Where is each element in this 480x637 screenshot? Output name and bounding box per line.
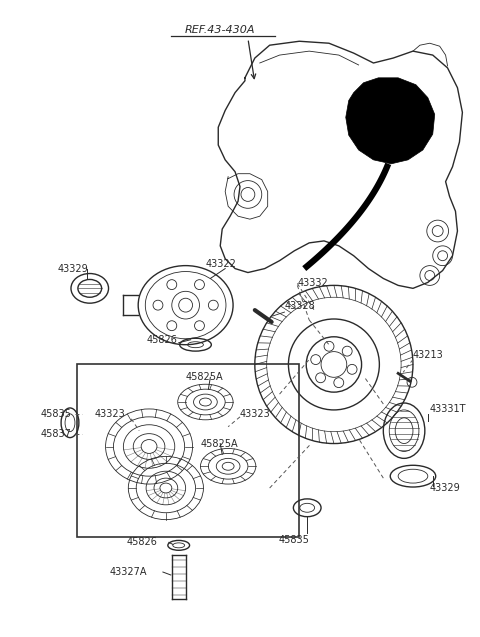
Text: 43213: 43213 (413, 350, 444, 359)
Text: 43323: 43323 (240, 409, 271, 419)
Text: 43329: 43329 (430, 483, 460, 493)
Text: 43331T: 43331T (430, 404, 466, 414)
Text: 43332: 43332 (297, 278, 328, 289)
Text: 43328: 43328 (285, 301, 315, 311)
Text: 45826: 45826 (126, 538, 157, 547)
Text: REF.43-430A: REF.43-430A (185, 25, 255, 36)
Text: 43327A: 43327A (109, 567, 147, 577)
Text: 45826: 45826 (146, 335, 177, 345)
Text: 45837: 45837 (40, 429, 71, 439)
Text: 43329: 43329 (57, 264, 88, 273)
Polygon shape (346, 78, 435, 164)
Bar (77, 364, 300, 538)
Text: 45835: 45835 (40, 409, 71, 419)
Text: 45825A: 45825A (186, 372, 223, 382)
Text: 45835: 45835 (279, 536, 310, 545)
Text: 43322: 43322 (205, 259, 236, 269)
Text: 45825A: 45825A (201, 438, 238, 448)
Text: 43323: 43323 (95, 409, 125, 419)
